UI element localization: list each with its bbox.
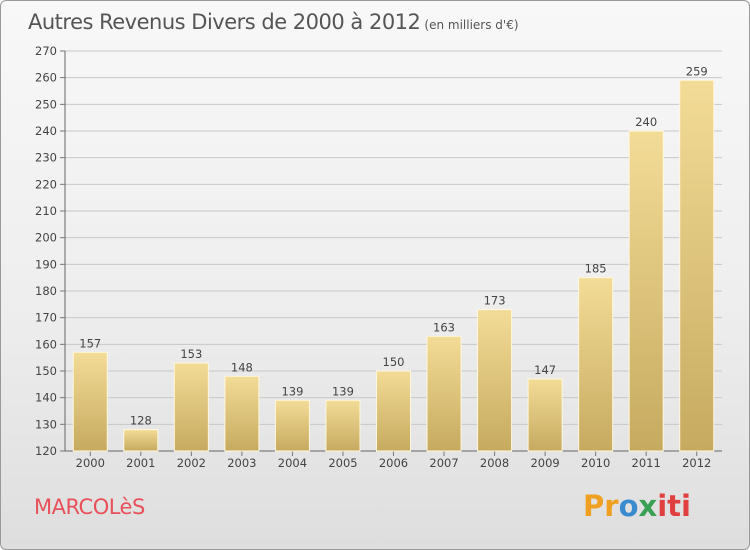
- label-layer: 157 128 153 148 139 139 150 163 173 147 185 240 259: [79, 64, 707, 427]
- bar-2009: [527, 378, 563, 452]
- x-tick-label-2001: 2001: [126, 456, 155, 470]
- data-label-2009: 147: [534, 363, 556, 377]
- y-tick-label: 130: [35, 417, 57, 431]
- y-tick-label: 240: [35, 124, 57, 138]
- x-tick-label-2009: 2009: [530, 456, 559, 470]
- data-label-2001: 128: [130, 414, 152, 428]
- data-label-2002: 153: [180, 347, 202, 361]
- x-tick-label-2006: 2006: [379, 456, 408, 470]
- bar-2008: [477, 309, 513, 452]
- data-label-2007: 163: [433, 320, 455, 334]
- data-label-2010: 185: [585, 262, 607, 276]
- y-tick-label: 260: [35, 71, 57, 85]
- commune-name: MARCOLèS: [34, 495, 145, 519]
- bar-chart: 120 130 140 150 160 170 180 190 200 210 220 230 240 2…: [35, 44, 722, 470]
- data-label-2004: 139: [281, 384, 303, 398]
- x-tick-label-2000: 2000: [76, 456, 105, 470]
- bar-layer: [72, 79, 715, 452]
- axis-layer: 120 130 140 150 160 170 180 190 200 210 220 230 240 2…: [35, 44, 722, 470]
- bar-2011: [628, 130, 664, 452]
- data-label-2003: 148: [231, 360, 253, 374]
- x-tick-label-2007: 2007: [429, 456, 458, 470]
- data-label-2005: 139: [332, 384, 354, 398]
- y-tick-label: 150: [35, 364, 57, 378]
- data-label-2012: 259: [686, 64, 708, 78]
- chart-title-text: Autres Revenus Divers de 2000 à 2012: [28, 10, 421, 34]
- y-tick-label: 170: [35, 311, 57, 325]
- y-tick-label: 180: [35, 284, 57, 298]
- x-tick-label-2004: 2004: [278, 456, 307, 470]
- bar-2012: [679, 79, 715, 452]
- y-tick-label: 190: [35, 257, 57, 271]
- x-tick-label-2005: 2005: [328, 456, 357, 470]
- x-tick-label-2010: 2010: [581, 456, 610, 470]
- x-tick-label-2002: 2002: [177, 456, 206, 470]
- y-tick-label: 220: [35, 177, 57, 191]
- y-tick-label: 160: [35, 337, 57, 351]
- data-label-2008: 173: [484, 294, 506, 308]
- y-tick-label: 250: [35, 97, 57, 111]
- bar-2002: [173, 362, 209, 452]
- y-tick-label: 200: [35, 231, 57, 245]
- x-tick-label-2011: 2011: [632, 456, 661, 470]
- data-label-2000: 157: [79, 336, 101, 350]
- bar-2005: [325, 399, 361, 452]
- bar-2003: [224, 375, 260, 452]
- y-tick-label: 230: [35, 151, 57, 165]
- y-tick-label: 120: [35, 444, 57, 458]
- data-label-2011: 240: [635, 115, 657, 129]
- x-tick-label-2008: 2008: [480, 456, 509, 470]
- x-tick-label-2003: 2003: [227, 456, 256, 470]
- proxiti-logo: Proxiti: [583, 489, 691, 523]
- chart-subtitle: (en milliers d'€): [424, 18, 519, 32]
- y-tick-label: 210: [35, 204, 57, 218]
- bar-2007: [426, 335, 462, 452]
- bar-2010: [578, 277, 614, 452]
- y-tick-label: 270: [35, 44, 57, 58]
- bar-2001: [123, 429, 159, 452]
- bar-2004: [274, 399, 310, 452]
- bar-2000: [72, 351, 108, 452]
- bar-2006: [376, 370, 411, 452]
- data-label-2006: 150: [383, 355, 405, 369]
- chart-title: Autres Revenus Divers de 2000 à 2012 (en …: [28, 10, 519, 34]
- y-tick-label: 140: [35, 391, 57, 405]
- x-tick-label-2012: 2012: [682, 456, 711, 470]
